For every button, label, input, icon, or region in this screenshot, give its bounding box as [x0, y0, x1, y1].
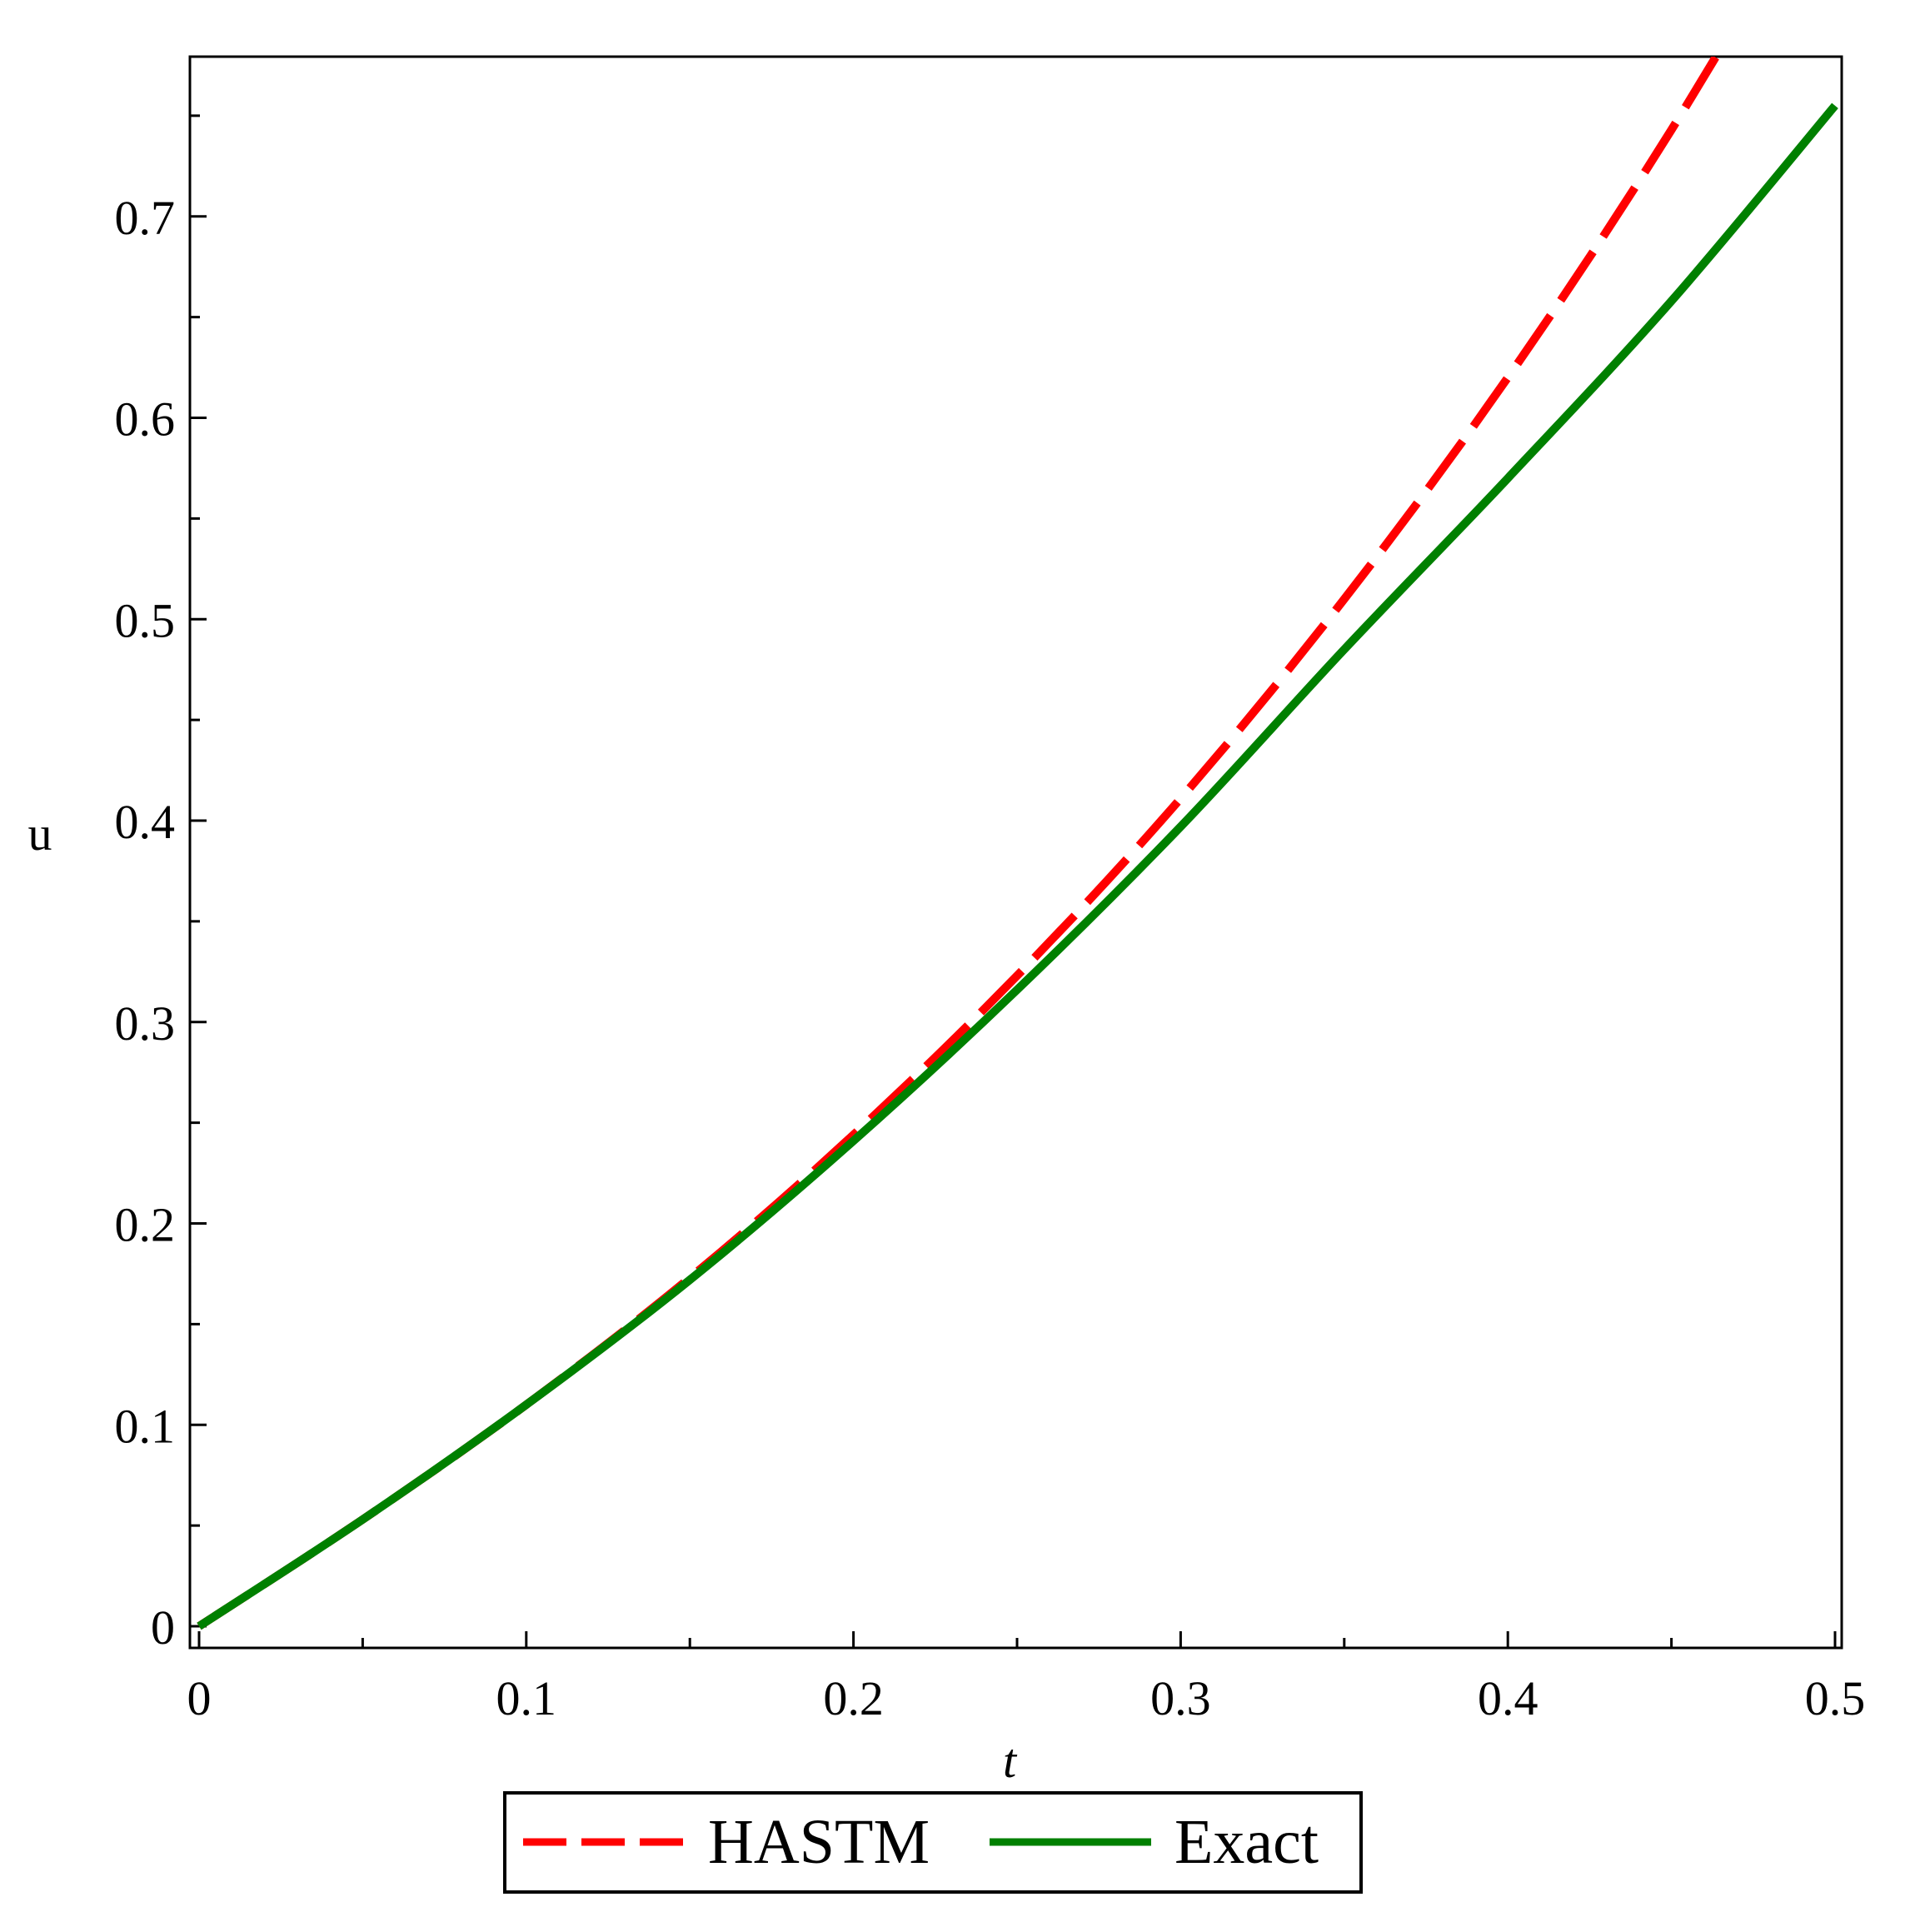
y-tick-label: 0.6 [115, 392, 176, 447]
legend-exact-label: Exact [1174, 1807, 1319, 1877]
y-axis-ticks: 0 0.1 0.2 0.3 0.4 0.5 0.6 0.7 [115, 114, 207, 1655]
plot-frame [188, 55, 1843, 1650]
y-tick-label: 0.4 [115, 795, 176, 849]
x-tick-label: 0.5 [1805, 1671, 1866, 1725]
x-axis-label: t [1003, 1734, 1018, 1788]
series-line-exact [197, 102, 1838, 1630]
x-axis-ticks: 0 0.1 0.2 0.3 0.4 0.5 [187, 1631, 1866, 1725]
series-line-hastm [197, 57, 1721, 1630]
y-axis-label: u [28, 806, 52, 861]
y-tick-label: 0.5 [115, 593, 176, 647]
y-tick-label: 0.2 [115, 1198, 176, 1252]
x-tick-label: 0.2 [823, 1671, 884, 1725]
series-layer [197, 57, 1838, 1630]
x-tick-label: 0.4 [1478, 1671, 1538, 1725]
y-tick-label: 0.7 [115, 191, 176, 245]
y-tick-label: 0.1 [115, 1399, 176, 1453]
x-tick-label: 0.1 [496, 1671, 557, 1725]
y-tick-label: 0.3 [115, 996, 176, 1051]
y-tick-label: 0 [151, 1600, 175, 1655]
x-tick-label: 0 [187, 1671, 212, 1725]
x-tick-label: 0.3 [1150, 1671, 1211, 1725]
legend: HASTM Exact [503, 1791, 1363, 1894]
legend-hastm-label: HASTM [708, 1807, 930, 1877]
